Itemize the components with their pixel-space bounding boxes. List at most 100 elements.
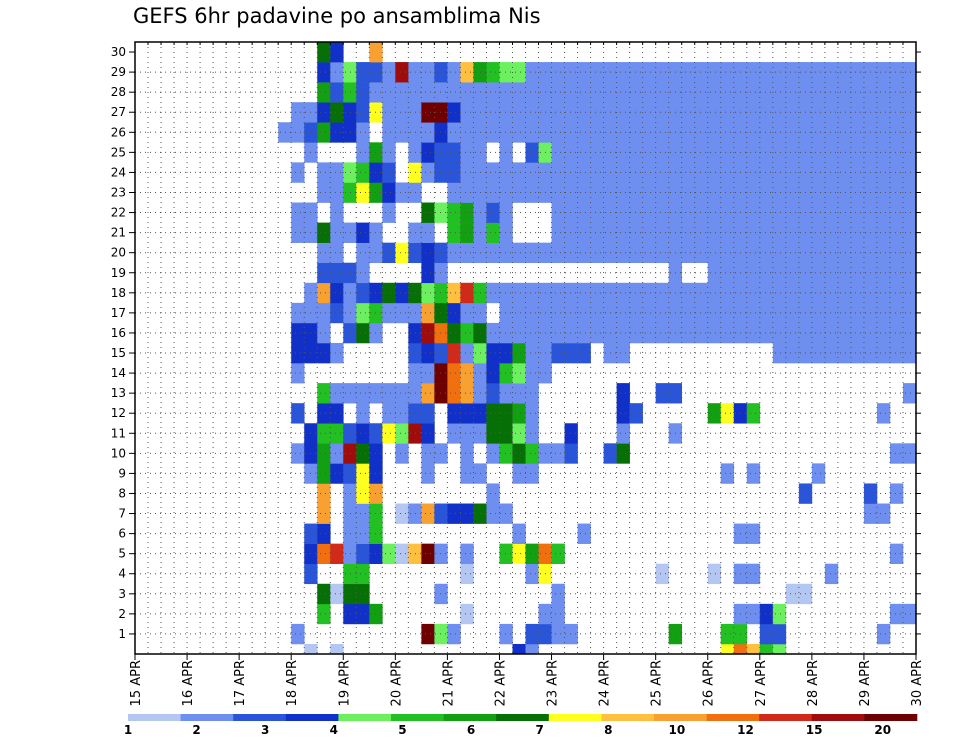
- heatmap-cell: [512, 102, 526, 123]
- heatmap-cell: [876, 222, 891, 243]
- heatmap-cell: [499, 383, 513, 404]
- heatmap-cell: [876, 142, 891, 163]
- heatmap-cell: [876, 262, 891, 284]
- heatmap-cell: [616, 162, 630, 183]
- heatmap-cell: [421, 122, 435, 143]
- heatmap-cell: [824, 102, 839, 123]
- heatmap-cell: [564, 423, 578, 444]
- heatmap-cell: [733, 643, 748, 655]
- heatmap-cell: [447, 242, 461, 264]
- heatmap-cell: [551, 142, 565, 163]
- colorbar-swatch: [285, 714, 339, 721]
- heatmap-cell: [486, 162, 500, 183]
- heatmap-cell: [499, 623, 513, 645]
- heatmap-cell: [837, 62, 852, 83]
- x-tick-label: 23 APR: [546, 660, 561, 706]
- heatmap-cell: [343, 82, 357, 103]
- heatmap-cell: [512, 322, 526, 344]
- heatmap-cell: [499, 82, 513, 103]
- colorbar-swatch: [654, 714, 707, 721]
- heatmap-cell: [837, 222, 852, 243]
- heatmap-cell: [512, 82, 526, 103]
- x-tick-label: 28 APR: [806, 660, 821, 706]
- heatmap-cell: [759, 122, 774, 143]
- heatmap-cell: [317, 583, 331, 605]
- heatmap-cell: [421, 403, 435, 424]
- heatmap-cell: [616, 102, 630, 123]
- heatmap-cell: [694, 302, 709, 324]
- y-tick-label: 27: [111, 105, 126, 119]
- heatmap-cell: [421, 342, 435, 364]
- heatmap-cell: [343, 302, 357, 324]
- x-tick-label: 18 APR: [285, 660, 300, 706]
- chart-title: GEFS 6hr padavine po ansamblima Nis: [133, 4, 541, 28]
- heatmap-cell: [499, 142, 513, 163]
- colorbar-swatch: [864, 714, 918, 721]
- heatmap-cell: [356, 483, 370, 504]
- heatmap-cell: [525, 322, 539, 344]
- heatmap-cell: [577, 342, 591, 364]
- colorbar-label: 20: [874, 723, 891, 737]
- heatmap-cell: [551, 222, 565, 243]
- heatmap-cell: [642, 202, 656, 223]
- heatmap-cell: [720, 162, 735, 183]
- heatmap-cell: [694, 162, 709, 183]
- heatmap-cell: [746, 643, 761, 655]
- heatmap-cell: [382, 122, 396, 143]
- heatmap-cell: [629, 182, 643, 203]
- heatmap-cell: [317, 242, 331, 264]
- heatmap-cell: [317, 222, 331, 243]
- heatmap-cell: [824, 182, 839, 203]
- heatmap-cell: [356, 122, 370, 143]
- heatmap-cell: [785, 583, 800, 605]
- heatmap-cell: [694, 102, 709, 123]
- heatmap-cell: [590, 82, 604, 103]
- heatmap-cell: [720, 262, 735, 284]
- heatmap-cell: [772, 242, 787, 264]
- heatmap-cell: [421, 242, 435, 264]
- heatmap-cell: [499, 342, 513, 364]
- heatmap-cell: [291, 222, 305, 243]
- heatmap-cell: [707, 62, 722, 83]
- heatmap-cell: [902, 242, 917, 264]
- heatmap-cell: [525, 403, 539, 424]
- heatmap-cell: [616, 383, 630, 404]
- y-tick-label: 5: [118, 547, 126, 561]
- heatmap-cell: [460, 603, 474, 625]
- heatmap-cell: [434, 443, 448, 464]
- y-tick-label: 17: [111, 306, 126, 320]
- heatmap-cell: [395, 423, 409, 444]
- heatmap-cell: [421, 363, 435, 384]
- heatmap-cell: [460, 242, 474, 264]
- heatmap-cell: [785, 242, 800, 264]
- heatmap-cell: [707, 242, 722, 264]
- heatmap-cell: [395, 182, 409, 203]
- heatmap-cell: [551, 583, 565, 605]
- heatmap-cell: [447, 423, 461, 444]
- heatmap-cell: [551, 102, 565, 123]
- heatmap-cell: [590, 102, 604, 123]
- heatmap-cell: [343, 583, 357, 605]
- colorbar-swatch: [548, 714, 602, 721]
- heatmap-cell: [785, 162, 800, 183]
- heatmap-cell: [629, 302, 643, 324]
- heatmap-cell: [525, 62, 539, 83]
- heatmap-cell: [356, 302, 370, 324]
- heatmap-cell: [889, 142, 904, 163]
- heatmap-cell: [499, 443, 513, 464]
- heatmap-cell: [681, 282, 696, 304]
- heatmap-cell: [512, 543, 526, 565]
- heatmap-cell: [642, 122, 656, 143]
- heatmap-cell: [811, 182, 826, 203]
- heatmap-cell: [525, 563, 539, 585]
- heatmap-cell: [876, 302, 891, 324]
- heatmap-cell: [564, 443, 578, 464]
- heatmap-cell: [382, 302, 396, 324]
- heatmap-cell: [590, 182, 604, 203]
- heatmap-cell: [629, 322, 643, 344]
- heatmap-cell: [694, 282, 709, 304]
- heatmap-cell: [655, 182, 669, 203]
- heatmap-cell: [356, 423, 370, 444]
- heatmap-cell: [421, 543, 435, 565]
- heatmap-cell: [525, 463, 539, 484]
